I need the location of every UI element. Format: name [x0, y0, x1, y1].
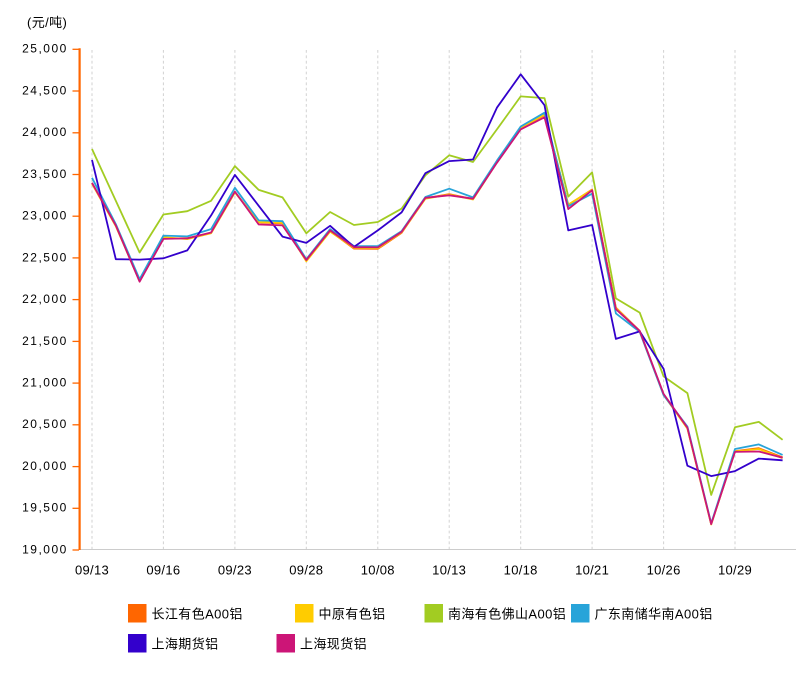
svg-text:24,500: 24,500: [22, 83, 68, 97]
svg-text:09/16: 09/16: [146, 562, 180, 577]
svg-text:10/21: 10/21: [575, 562, 609, 577]
svg-text:09/28: 09/28: [289, 562, 323, 577]
svg-text:23,500: 23,500: [22, 167, 68, 181]
svg-text:21,000: 21,000: [22, 376, 68, 390]
svg-text:22,500: 22,500: [22, 250, 68, 264]
svg-text:19,000: 19,000: [22, 542, 68, 556]
svg-text:10/18: 10/18: [504, 562, 538, 577]
svg-text:10/29: 10/29: [718, 562, 752, 577]
svg-text:23,000: 23,000: [22, 209, 68, 223]
svg-text:南海有色佛山A00铝: 南海有色佛山A00铝: [448, 607, 566, 622]
svg-text:09/23: 09/23: [218, 562, 252, 577]
svg-text:22,000: 22,000: [22, 292, 68, 306]
svg-text:19,500: 19,500: [22, 501, 68, 515]
svg-text:09/13: 09/13: [75, 562, 109, 577]
svg-text:25,000: 25,000: [22, 42, 68, 56]
svg-text:20,000: 20,000: [22, 459, 68, 473]
svg-text:10/13: 10/13: [432, 562, 466, 577]
svg-text:20,500: 20,500: [22, 417, 68, 431]
svg-text:10/08: 10/08: [361, 562, 395, 577]
svg-text:(元/吨): (元/吨): [27, 15, 67, 30]
svg-text:21,500: 21,500: [22, 334, 68, 348]
svg-text:10/26: 10/26: [647, 562, 681, 577]
svg-text:上海期货铝: 上海期货铝: [152, 637, 219, 652]
svg-text:中原有色铝: 中原有色铝: [319, 607, 386, 622]
svg-text:24,000: 24,000: [22, 125, 68, 139]
svg-text:广东南储华南A00铝: 广东南储华南A00铝: [595, 607, 713, 622]
svg-text:长江有色A00铝: 长江有色A00铝: [152, 607, 243, 622]
svg-text:上海现货铝: 上海现货铝: [300, 637, 367, 652]
